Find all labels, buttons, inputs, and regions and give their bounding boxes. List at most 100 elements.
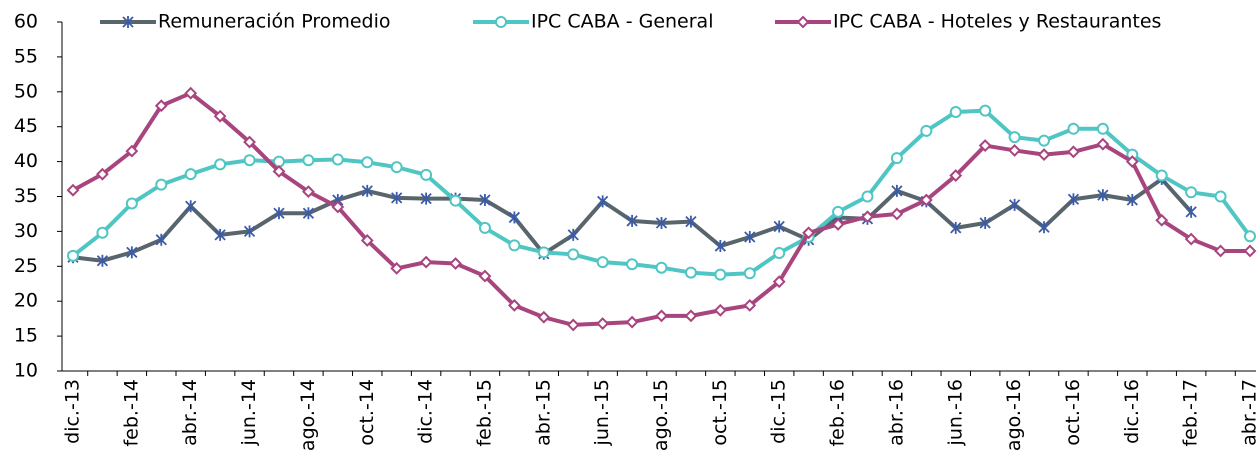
marker [890, 207, 904, 221]
series [67, 173, 1197, 267]
marker [1008, 131, 1021, 144]
marker [978, 139, 992, 152]
y-tick-label: 10 [14, 360, 38, 382]
x-tick-label: abr.-14 [179, 379, 201, 446]
marker [273, 207, 285, 220]
marker [1067, 145, 1080, 159]
marker [796, 15, 810, 29]
marker [861, 190, 874, 203]
marker [919, 193, 933, 207]
marker [596, 256, 609, 269]
marker [420, 168, 433, 181]
y-tick-label: 30 [14, 220, 38, 242]
marker [361, 184, 373, 197]
x-tick-label: abr.-16 [885, 379, 907, 446]
marker [1096, 122, 1109, 135]
y-tick-label: 55 [14, 45, 38, 67]
marker [420, 192, 432, 205]
marker [1155, 169, 1168, 182]
marker [449, 257, 462, 270]
marker [214, 228, 226, 241]
marker [214, 158, 227, 171]
marker [390, 161, 403, 174]
marker [66, 183, 80, 197]
marker [390, 261, 404, 275]
marker [773, 247, 786, 260]
marker [67, 249, 79, 262]
marker [1214, 244, 1227, 258]
marker [1126, 193, 1138, 206]
y-tick-label: 60 [14, 11, 38, 33]
marker [272, 164, 286, 178]
x-tick-label: oct.-15 [709, 379, 731, 446]
marker [890, 152, 903, 165]
marker [185, 200, 197, 213]
x-tick-label: dic.-13 [62, 379, 84, 444]
x-tick-label: jun.-16 [944, 379, 966, 446]
marker [626, 214, 638, 227]
marker [714, 240, 726, 253]
marker [832, 205, 845, 218]
marker [1008, 198, 1021, 211]
marker [684, 309, 698, 323]
marker [1008, 144, 1022, 157]
legend-label: IPC CABA - General [531, 11, 713, 33]
marker [1125, 155, 1139, 169]
marker [596, 317, 610, 330]
marker [714, 268, 727, 281]
marker [1185, 205, 1197, 218]
marker [1097, 189, 1109, 202]
marker [478, 269, 492, 283]
marker [479, 193, 491, 206]
y-tick-label: 45 [14, 115, 38, 137]
marker [478, 221, 491, 234]
marker [537, 246, 550, 259]
marker [155, 233, 167, 246]
marker [597, 195, 609, 208]
y-tick-label: 50 [14, 80, 38, 102]
marker [361, 156, 374, 169]
marker [184, 168, 197, 181]
marker [979, 217, 991, 230]
x-tick-label: jun.-15 [591, 379, 613, 446]
marker [831, 218, 845, 231]
x-tick-label: jun.-14 [238, 379, 260, 446]
marker [243, 135, 256, 149]
marker [126, 246, 138, 259]
marker [920, 124, 933, 137]
marker [1067, 193, 1080, 206]
marker [1096, 137, 1110, 151]
marker [96, 254, 109, 267]
marker [507, 298, 521, 312]
series [67, 104, 1256, 281]
x-tick-label: ago.-15 [650, 379, 672, 451]
series [66, 86, 1257, 332]
marker [508, 239, 521, 252]
marker [331, 153, 344, 166]
marker [213, 109, 227, 123]
x-tick-label: ago.-16 [1003, 379, 1025, 451]
marker [154, 99, 168, 113]
marker [950, 221, 962, 234]
x-tick-label: feb.-16 [827, 379, 849, 447]
x-tick-label: dic.-15 [768, 379, 790, 444]
marker [96, 226, 109, 239]
marker [1067, 122, 1080, 135]
y-tick-label: 35 [14, 185, 38, 207]
x-tick-label: feb.-17 [1180, 379, 1202, 447]
x-tick-label: abr.-15 [532, 379, 554, 446]
marker [1244, 230, 1256, 243]
marker [949, 106, 962, 119]
marker [685, 215, 697, 228]
x-tick-label: feb.-15 [473, 379, 495, 447]
marker [125, 144, 139, 158]
marker [979, 104, 992, 117]
marker [567, 228, 579, 241]
marker [744, 230, 756, 243]
marker [331, 200, 345, 214]
x-tick-label: oct.-16 [1062, 379, 1084, 446]
marker [655, 217, 668, 230]
marker [243, 225, 256, 238]
marker [626, 258, 639, 271]
